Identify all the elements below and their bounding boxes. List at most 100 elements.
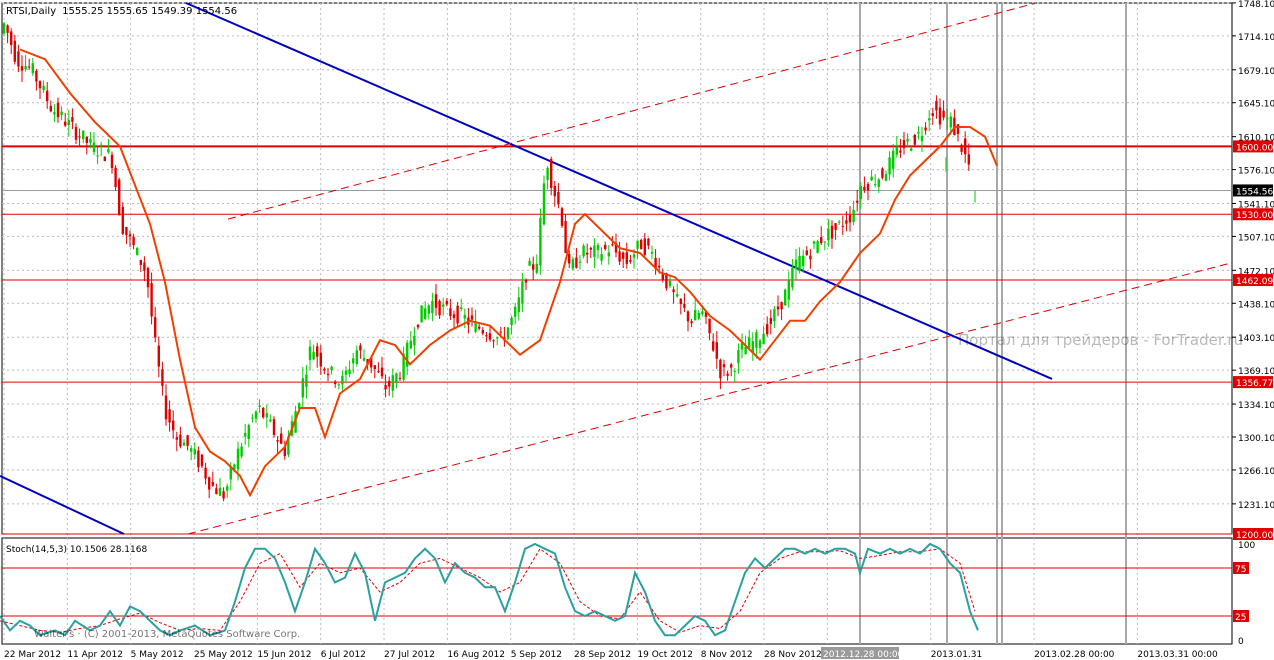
time-tick-label: 2013.01.31 [931,650,983,660]
candle-body [877,179,880,187]
candle-body [384,385,387,390]
candle-body [6,25,9,33]
candle-body [834,223,837,230]
candle-body [629,260,632,262]
candle-body [168,409,171,423]
candle-body [420,305,423,323]
candle-body [816,240,819,253]
candle-body [330,366,333,371]
horizontal-levels [2,145,1232,535]
candle-body [161,369,164,386]
price-tick-label: 1714.10 [1238,33,1274,43]
candle-body [607,252,610,257]
candle-body [409,340,412,349]
candle-body [136,247,139,255]
time-tick-label: 22 Mar 2012 [4,650,61,660]
trendline-dashed [227,2,1037,220]
candle-body [632,254,636,258]
cursor-label-box [821,647,899,659]
candle-body [791,267,794,288]
time-tick-label: 8 Nov 2012 [701,650,753,660]
candle-body [103,156,106,161]
candle-body [28,66,31,68]
time-tick-label: 15 Jun 2012 [257,650,311,660]
candle-body [211,482,214,486]
time-tick-label: 25 May 2012 [194,650,253,660]
candle-body [236,448,240,470]
candle-body [74,127,78,140]
grid [1,2,1233,645]
candle-body [146,268,150,288]
candle-body [485,335,488,337]
candle-body [85,136,88,143]
candle-body [722,364,726,368]
candle-body [578,261,582,263]
candle-body [164,395,168,420]
candle-body [589,247,592,250]
candle-body [866,184,870,191]
candle-body [557,191,560,205]
candle-body [539,217,542,266]
candle-body [431,300,434,314]
candle-body [305,374,308,387]
candle-body [82,130,85,140]
candle-body [233,464,236,470]
candle-body [845,220,848,224]
candle-body [424,308,427,319]
stoch-level-label: 75 [1235,565,1246,575]
time-tick-label: 5 Sep 2012 [511,650,562,660]
candle-body [193,449,196,455]
candle-body [852,209,855,222]
candle-body [805,250,808,255]
candle-body [35,70,38,82]
candle-body [730,364,733,368]
candle-body [395,373,398,384]
candle-body [398,377,402,379]
candle-body [784,289,787,306]
candle-body [532,264,535,270]
candle-body [690,321,693,324]
candle-body [175,437,178,440]
candle-body [452,314,456,318]
candle-body [856,200,859,203]
candle-body [496,337,499,339]
time-tick-label: 19 Oct 2012 [637,650,693,660]
candle-body [762,333,765,345]
candle-body [413,335,416,346]
candle-body [949,116,952,128]
candle-body [139,260,142,265]
price-level-box [1233,274,1273,287]
stoch-signal-line [0,548,976,633]
vertical-lines [859,3,1127,644]
candle-body [251,417,254,419]
candle-body [712,341,715,351]
candle-body [647,238,650,246]
candle-body [20,66,24,71]
trendline-solid [0,474,125,535]
candle-body [240,446,243,457]
candle-body [416,324,420,328]
candle-body [650,252,654,254]
price-tick-label: 1610.10 [1238,134,1274,144]
candle-body [823,241,826,243]
candle-body [737,350,740,364]
candle-body [186,435,189,446]
candle-body [794,259,798,269]
candle-body [888,157,891,175]
candle-body [118,179,121,216]
candle-body [924,127,927,131]
candle-body [406,342,409,367]
candle-body [510,317,513,326]
candle-body [780,301,783,310]
price-level-label: 1600.00 [1236,143,1273,153]
chart-title: RTSI,Daily 1555.25 1555.65 1549.39 1554.5… [6,6,237,17]
price-level-box [1233,140,1273,153]
candle-body [967,154,970,165]
candle-body [179,434,182,447]
candle-body [348,369,351,375]
candle-body [755,332,758,348]
price-level-box [1233,376,1273,389]
candle-body [917,131,920,134]
candle-body [352,358,355,364]
